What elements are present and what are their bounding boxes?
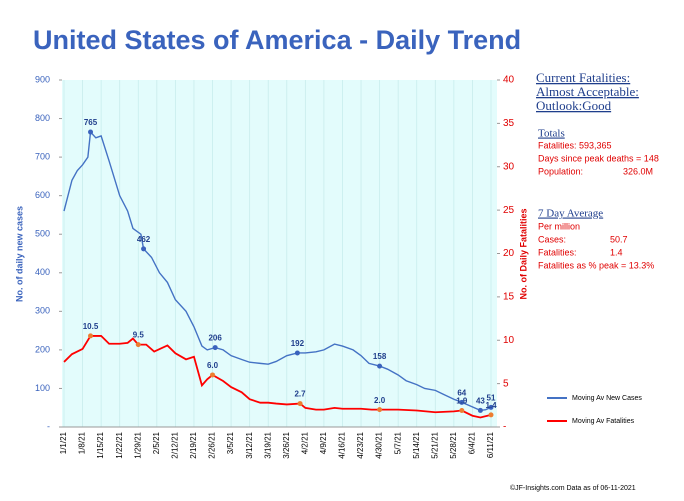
- y2-tick-label: 5: [503, 378, 509, 389]
- label-point: [297, 401, 303, 407]
- x-tick-label: 4/16/21: [338, 431, 347, 458]
- y2-tick-label: 10: [503, 335, 515, 346]
- total-line: Fatalities: 593,365: [538, 140, 612, 150]
- x-tick-label: 5/21/21: [430, 431, 439, 458]
- y-tick-label: 200: [35, 344, 50, 354]
- x-tick-label: 5/14/21: [412, 431, 421, 458]
- label-point: [377, 407, 383, 413]
- status-line: Almost Acceptable:: [536, 84, 639, 99]
- label-point: [488, 412, 494, 418]
- x-tick-label: 4/2/21: [300, 431, 309, 454]
- data-label: 2.7: [294, 390, 306, 399]
- data-label: 158: [373, 352, 387, 361]
- y-tick-label: 600: [35, 190, 50, 200]
- x-tick-label: 1/22/21: [115, 431, 124, 458]
- label-point: [294, 350, 300, 356]
- y-tick-label: 900: [35, 74, 50, 84]
- y2-tick-label: -: [503, 422, 506, 433]
- series-line: [63, 335, 492, 419]
- x-tick-label: 4/23/21: [356, 431, 365, 458]
- average-heading: 7 Day Average: [538, 208, 603, 220]
- data-label: 6.0: [207, 361, 219, 370]
- y2-tick-label: 15: [503, 292, 515, 303]
- data-label: 765: [84, 118, 98, 127]
- x-tick-label: 2/12/21: [171, 431, 180, 458]
- x-tick-label: 1/1/21: [59, 431, 68, 454]
- x-tick-label: 1/29/21: [133, 431, 142, 458]
- data-label: 9.5: [133, 331, 145, 340]
- data-label: 51: [487, 393, 496, 402]
- y2-tick-label: 30: [503, 161, 515, 172]
- y2-tick-label: 25: [503, 205, 515, 216]
- data-label: 10.5: [83, 322, 99, 331]
- label-point: [212, 345, 218, 351]
- legend-label: Moving Av Fatalities: [572, 418, 635, 425]
- population-value: 326.0M: [623, 166, 653, 176]
- y2-tick-label: 20: [503, 248, 515, 259]
- cases-value: 50.7: [610, 234, 628, 244]
- x-tick-label: 6/4/21: [468, 431, 477, 454]
- x-tick-label: 3/5/21: [226, 431, 235, 454]
- data-label: 206: [208, 334, 222, 343]
- x-tick-label: 6/11/21: [486, 431, 495, 458]
- x-tick-label: 5/28/21: [449, 431, 458, 458]
- y-tick-label: 300: [35, 306, 50, 316]
- plot-area: [62, 80, 497, 427]
- x-tick-label: 5/7/21: [393, 431, 402, 454]
- label-point: [459, 399, 465, 405]
- label-point: [488, 404, 494, 410]
- data-label: 2.0: [374, 396, 386, 405]
- label-point: [477, 407, 483, 413]
- y-tick-label: -: [47, 421, 50, 431]
- x-tick-label: 3/26/21: [282, 431, 291, 458]
- label-point: [141, 246, 147, 252]
- data-label: 43: [476, 397, 485, 406]
- y-tick-label: 400: [35, 267, 50, 277]
- y-tick-label: 800: [35, 113, 50, 123]
- x-tick-label: 3/19/21: [263, 431, 272, 458]
- y-axis-label: No. of daily new cases: [14, 206, 24, 302]
- x-tick-label: 4/30/21: [375, 431, 384, 458]
- x-tick-label: 1/8/21: [78, 431, 87, 454]
- data-label: 1.9: [456, 397, 468, 406]
- series-line: [63, 130, 492, 412]
- label-point: [135, 342, 141, 348]
- x-tick-label: 2/19/21: [189, 431, 198, 458]
- data-label: 1.4: [485, 401, 497, 410]
- x-tick-label: 2/26/21: [208, 431, 217, 458]
- y-tick-label: 700: [35, 151, 50, 161]
- legend-label: Moving Av New Cases: [572, 395, 642, 402]
- label-point: [88, 333, 94, 339]
- y-tick-label: 500: [35, 229, 50, 239]
- x-tick-label: 3/12/21: [245, 431, 254, 458]
- label-point: [210, 372, 216, 378]
- status-line: Current Fatalities:: [536, 70, 630, 85]
- fatalities-value: 1.4: [610, 247, 623, 257]
- label-point: [88, 129, 94, 135]
- label-point: [377, 363, 383, 369]
- chart-title: United States of America - Daily Trend: [33, 25, 521, 55]
- x-tick-label: 1/15/21: [96, 431, 105, 458]
- fatalities-label: Fatalities:: [538, 247, 577, 257]
- data-label: 462: [137, 235, 151, 244]
- y2-axis-label: No. of Daily Fatalities: [518, 208, 528, 299]
- x-tick-label: 2/5/21: [152, 431, 161, 454]
- y2-tick-label: 40: [503, 75, 515, 86]
- y-tick-label: 100: [35, 383, 50, 393]
- data-label: 192: [291, 339, 305, 348]
- footer: ©JF-Insights.com Data as of 06-11-2021: [510, 484, 636, 492]
- fatalities-peak: Fatalities as % peak = 13.3%: [538, 260, 654, 270]
- label-point: [459, 408, 465, 414]
- totals-heading: Totals: [538, 128, 565, 140]
- total-line: Days since peak deaths = 148: [538, 153, 659, 163]
- per-million: Per million: [538, 221, 580, 231]
- population-label: Population:: [538, 166, 583, 176]
- cases-label: Cases:: [538, 234, 566, 244]
- y2-tick-label: 35: [503, 118, 515, 129]
- status-line: Outlook:Good: [536, 98, 612, 113]
- data-label: 64: [457, 388, 466, 397]
- x-tick-label: 4/9/21: [319, 431, 328, 454]
